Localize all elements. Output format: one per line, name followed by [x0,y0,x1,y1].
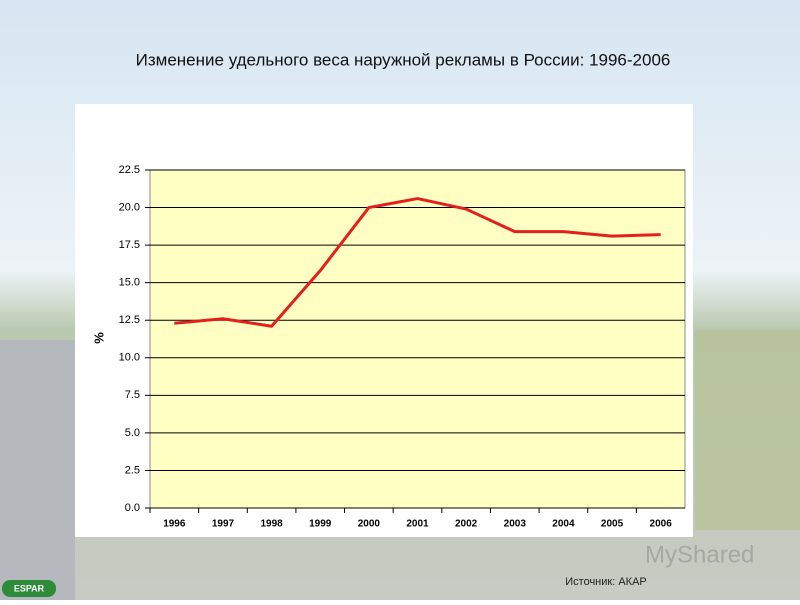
y-tick-label: 17.5 [119,239,140,251]
x-tick-label: 2003 [504,519,527,530]
x-tick-label: 2006 [650,519,673,530]
y-tick-label: 22.5 [119,164,140,176]
y-axis-label: % [91,332,106,344]
x-tick-label: 1999 [309,519,332,530]
x-tick-label: 2005 [601,519,624,530]
x-tick-label: 1998 [260,519,283,530]
y-tick-label: 20.0 [119,201,140,213]
y-tick-label: 2.5 [125,464,140,476]
source-note: Источник: АКАР [565,576,647,588]
logo-badge [2,580,56,597]
y-tick-label: 5.0 [125,427,140,439]
y-tick-label: 12.5 [119,314,140,326]
plot-area [149,169,686,509]
road [0,340,75,600]
x-tick-label: 2004 [552,519,575,530]
x-tick-label: 2002 [455,519,478,530]
x-tick-label: 1996 [163,519,186,530]
data-line [174,197,661,328]
x-tick-label: 2001 [406,519,429,530]
y-tick-label: 10.0 [119,352,140,364]
y-tick-label: 7.5 [125,389,140,401]
x-tick-label: 1997 [212,519,235,530]
y-tick-label: 15.0 [119,277,140,289]
y-tick-label: 0.0 [125,502,140,514]
chart-title: Изменение удельного веса наружной реклам… [136,50,671,69]
field [695,330,800,530]
logo: ESPAR [14,583,45,593]
x-tick-label: 2000 [358,519,381,530]
watermark: MyShared [645,541,754,568]
